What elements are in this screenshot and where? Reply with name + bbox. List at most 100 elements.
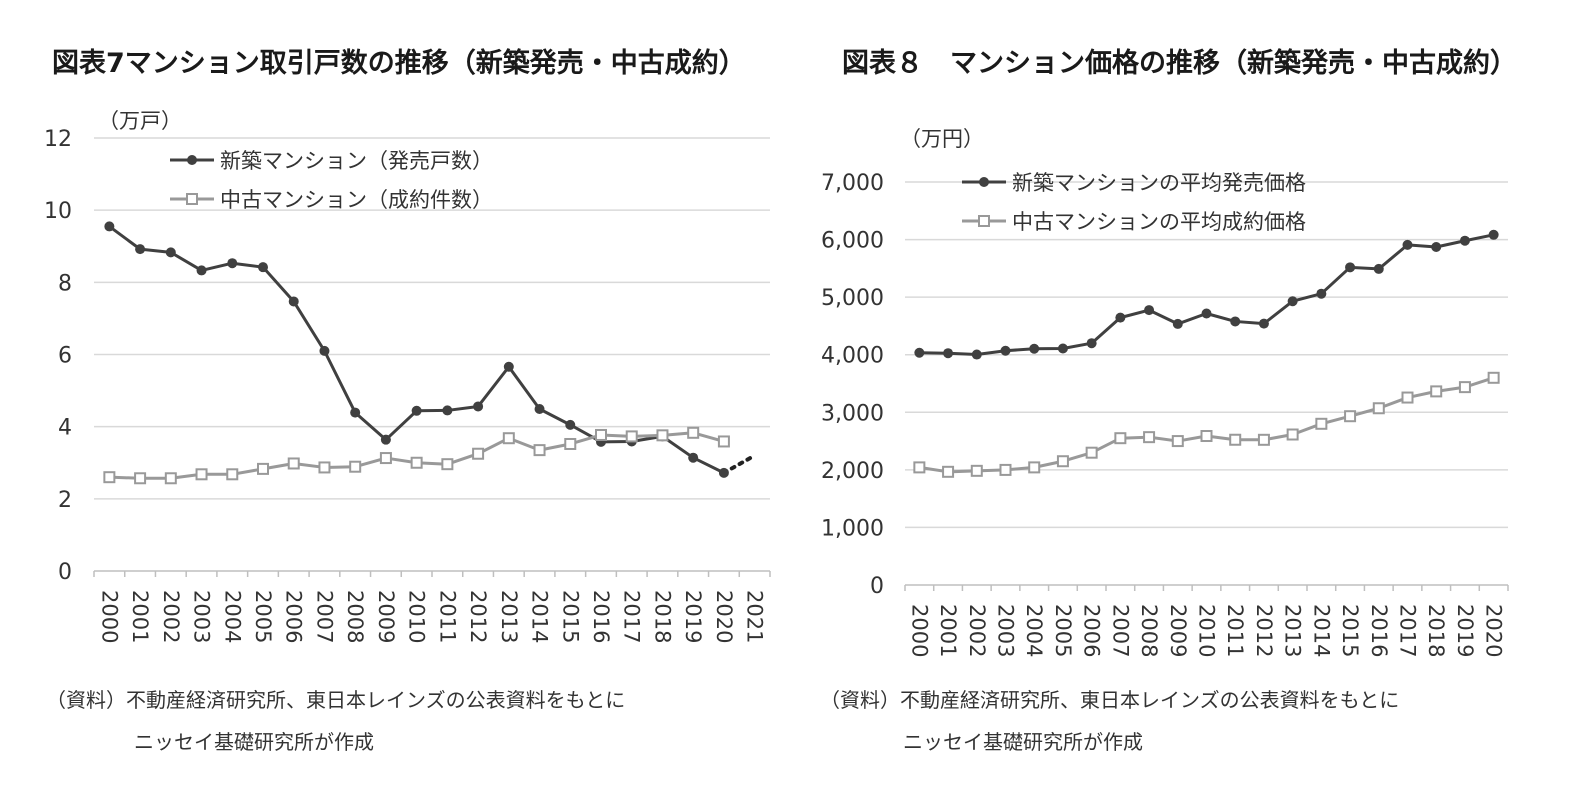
chart2-source-line-2: ニッセイ基礎研究所が作成	[903, 730, 1143, 754]
data-point	[595, 428, 607, 441]
data-point	[227, 258, 238, 269]
data-point	[1431, 241, 1442, 252]
data-point	[103, 471, 116, 484]
x-tick-label: 2013	[497, 590, 521, 643]
data-point	[196, 265, 207, 276]
legend-marker	[187, 155, 197, 165]
x-tick-label: 2006	[1080, 604, 1104, 657]
x-tick-label: 2013	[1281, 604, 1305, 657]
y-tick-label: 0	[58, 560, 72, 585]
x-tick-label: 2010	[1195, 604, 1219, 657]
data-point	[350, 407, 361, 418]
data-point	[1344, 410, 1357, 423]
data-point	[1488, 229, 1499, 240]
data-point	[195, 468, 208, 481]
data-point	[1029, 343, 1040, 354]
data-point	[943, 348, 954, 359]
chart2-y-ticks: 0 1,000 2,000 3,000 4,000 5,000 6,000 7,000	[821, 171, 884, 599]
x-tick-label: 2011	[1223, 604, 1247, 657]
legend-label: 新築マンション（発売戸数）	[220, 149, 493, 173]
x-tick-label: 2021	[743, 590, 767, 643]
chart2-gridlines	[905, 181, 1508, 529]
y-tick-label: 2,000	[821, 459, 884, 484]
data-point	[472, 447, 485, 460]
data-point	[970, 464, 983, 477]
y-tick-label: 1,000	[821, 516, 884, 541]
data-point	[502, 432, 515, 445]
x-tick-label: 2004	[220, 590, 244, 643]
data-point	[687, 426, 700, 439]
data-point	[1028, 461, 1041, 474]
x-tick-label: 2005	[1051, 604, 1075, 657]
data-point	[1201, 308, 1212, 319]
series-2	[103, 426, 730, 485]
data-point	[1257, 433, 1270, 446]
x-tick-label: 2000	[97, 590, 121, 643]
data-point	[135, 244, 146, 255]
data-point	[1258, 318, 1269, 329]
data-point	[1057, 343, 1068, 354]
legend-item-1: 新築マンション（発売戸数）	[170, 149, 493, 173]
data-point	[1345, 262, 1356, 273]
data-point	[287, 457, 300, 470]
data-point	[1373, 263, 1384, 274]
data-point	[165, 247, 176, 258]
x-tick-label: 2003	[994, 604, 1018, 657]
data-point	[318, 461, 331, 474]
x-tick-label: 2016	[1367, 604, 1391, 657]
data-point	[1315, 417, 1328, 430]
y-tick-label: 6,000	[821, 229, 884, 254]
y-tick-label: 3,000	[821, 401, 884, 426]
x-tick-label: 2008	[1137, 604, 1161, 657]
x-tick-label: 2018	[650, 590, 674, 643]
legend-marker	[186, 193, 198, 205]
data-point	[257, 462, 269, 475]
data-point	[164, 472, 177, 485]
chart1-source-line-1: （資料）不動産経済研究所、東日本レインズの公表資料をもとに	[46, 688, 625, 712]
chart1-series	[103, 221, 757, 485]
x-tick-label: 2011	[435, 590, 459, 643]
data-point	[656, 429, 669, 442]
data-point	[380, 434, 391, 445]
x-tick-label: 2018	[1424, 604, 1448, 657]
x-tick-label: 2009	[1166, 604, 1190, 657]
data-point	[1085, 446, 1098, 459]
x-tick-label: 2012	[1252, 604, 1276, 657]
data-point	[564, 437, 577, 450]
y-tick-label: 7,000	[821, 171, 884, 196]
data-point	[319, 345, 330, 356]
data-point	[1200, 430, 1213, 443]
data-point	[1401, 391, 1414, 404]
chart1-y-ticks: 0 2 4 6 8 10 12	[44, 127, 72, 585]
data-point	[1487, 371, 1500, 384]
data-point	[1458, 381, 1471, 394]
chart1-x-ticks: 2000 2001 2002 2003 2004 2005 2006 2007 2008 2009…	[93, 570, 771, 643]
data-point	[565, 419, 576, 430]
data-point	[258, 262, 268, 273]
y-tick-label: 0	[870, 574, 884, 599]
data-point	[1286, 428, 1299, 441]
x-tick-label: 2002	[159, 590, 183, 643]
legend-marker	[979, 177, 989, 187]
x-tick-label: 2005	[251, 590, 275, 643]
data-point	[1171, 435, 1184, 448]
x-tick-label: 2017	[1396, 604, 1420, 657]
data-point	[411, 405, 422, 416]
legend-marker	[978, 215, 990, 227]
data-point	[134, 472, 147, 485]
legend-label: 中古マンション（成約件数）	[220, 188, 493, 212]
data-point	[534, 403, 545, 414]
x-tick-label: 2010	[405, 590, 429, 643]
x-tick-label: 2006	[282, 590, 306, 643]
x-tick-label: 2014	[1309, 604, 1333, 657]
data-point	[1287, 296, 1298, 307]
chart1-legend: 新築マンション（発売戸数） 中古マンション（成約件数）	[170, 149, 493, 212]
legend-item-2: 中古マンションの平均成約価格	[962, 210, 1306, 234]
legend-label: 中古マンションの平均成約価格	[1012, 210, 1306, 234]
data-point	[718, 467, 729, 478]
data-point	[1430, 385, 1443, 398]
data-point	[410, 456, 423, 469]
data-point	[1316, 288, 1327, 299]
